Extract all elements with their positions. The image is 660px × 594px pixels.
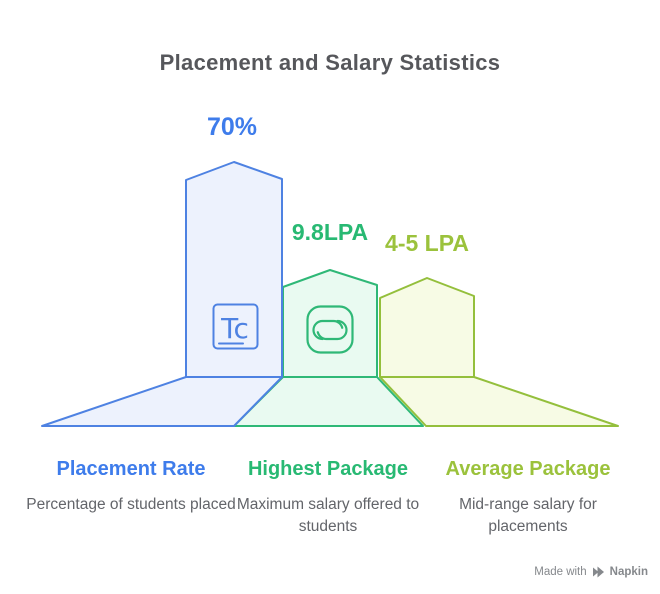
highest-package-tower-shape (282, 269, 378, 378)
value-label-average-package: 4-5 LPA (385, 230, 469, 256)
napkin-watermark[interactable]: Made with Napkin (534, 566, 648, 578)
link-icon-frame (306, 305, 354, 354)
link-icon-upper-hook (312, 319, 344, 341)
legend-description-highest-package: Maximum salary offered to students (236, 496, 420, 535)
average-package-tower-shape (379, 277, 475, 378)
legend-item-highest-package: Highest Package Maximum salary offered t… (223, 458, 433, 538)
legend-item-average-package: Average Package Mid-range salary for pla… (423, 458, 633, 538)
legend-item-placement-rate: Placement Rate Percentage of students pl… (26, 458, 236, 516)
tc-icon-glyph: Tc (220, 312, 249, 345)
legend-title-placement-rate: Placement Rate (56, 458, 206, 480)
tc-icon-frame (212, 303, 259, 350)
link-icon-lower-hook (316, 319, 348, 341)
legend-description-placement-rate: Percentage of students placed (26, 496, 236, 513)
watermark-prefix: Made with (534, 566, 587, 578)
link-icon (306, 305, 354, 354)
napkin-logo-icon (592, 566, 604, 578)
legend-title-highest-package: Highest Package (247, 458, 409, 480)
watermark-brand: Napkin (609, 566, 648, 578)
value-label-placement-rate: 70% (206, 113, 258, 141)
text-format-tc-icon: Tc (212, 303, 259, 350)
legend-description-average-package: Mid-range salary for placements (459, 496, 597, 535)
value-label-highest-package: 9.8LPA (291, 219, 369, 245)
chart-title: Placement and Salary Statistics (159, 50, 501, 75)
legend-title-average-package: Average Package (445, 458, 611, 480)
